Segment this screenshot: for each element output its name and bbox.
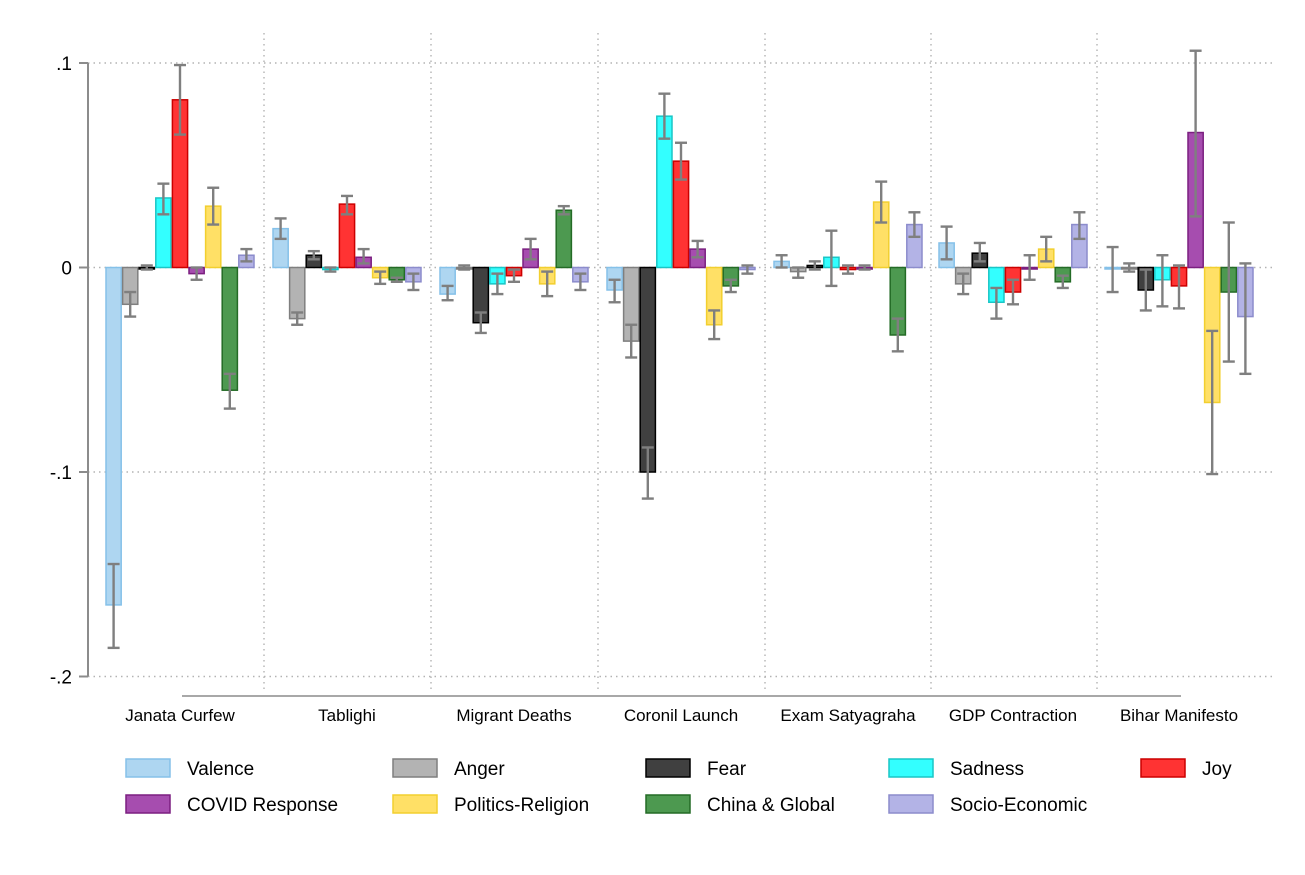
legend-label-sadness: Sadness — [950, 759, 1024, 780]
bar-fear-3 — [639, 266, 657, 473]
error-bar-layer — [107, 49, 1252, 650]
legend-swatch-fear — [645, 758, 691, 778]
legend-label-anger: Anger — [454, 759, 505, 780]
bar-anger-1 — [288, 266, 306, 320]
label-layer: Janata Curfew Tablighi Migrant Deaths Coron… — [125, 706, 1238, 725]
y-tick-label-0: .1 — [56, 54, 72, 75]
legend-swatch-valence — [125, 758, 171, 778]
legend-label-valence: Valence — [187, 759, 254, 780]
y-tick-label-3: -.2 — [50, 668, 72, 689]
legend-swatch-politics-religion — [392, 794, 438, 814]
category-label-0: Janata Curfew — [125, 706, 235, 725]
legend-label-china-global: China & Global — [707, 795, 835, 816]
legend-swatch-covid-response — [125, 794, 171, 814]
legend-swatch-anger — [392, 758, 438, 778]
legend-swatch-socio-economic — [888, 794, 934, 814]
legend-label-fear: Fear — [707, 759, 747, 780]
legend-label-joy: Joy — [1202, 759, 1232, 780]
bar-valence-0 — [105, 266, 122, 606]
bar-layer — [105, 99, 1254, 606]
category-label-2: Migrant Deaths — [456, 706, 571, 725]
legend: Valence Anger Fear Sadness Joy COVID Response… — [125, 758, 1232, 816]
grid-layer — [88, 33, 1275, 690]
bar-china-global-0 — [221, 266, 239, 391]
category-label-3: Coronil Launch — [624, 706, 738, 725]
legend-swatch-joy — [1140, 758, 1186, 778]
bar-china-global-2 — [555, 209, 573, 269]
axis-layer: .1 0 -.1 -.2 — [50, 54, 1181, 697]
legend-label-covid-response: COVID Response — [187, 795, 338, 816]
category-label-4: Exam Satyagraha — [780, 706, 916, 725]
category-label-5: GDP Contraction — [949, 706, 1077, 725]
y-tick-label-1: 0 — [61, 259, 72, 280]
y-tick-label-2: -.1 — [50, 463, 72, 484]
legend-swatch-sadness — [888, 758, 934, 778]
legend-label-politics-religion: Politics-Religion — [454, 795, 589, 816]
legend-label-socio-economic: Socio-Economic — [950, 795, 1087, 816]
category-label-6: Bihar Manifesto — [1120, 706, 1238, 725]
category-label-1: Tablighi — [318, 706, 376, 725]
legend-swatch-china-global — [645, 794, 691, 814]
